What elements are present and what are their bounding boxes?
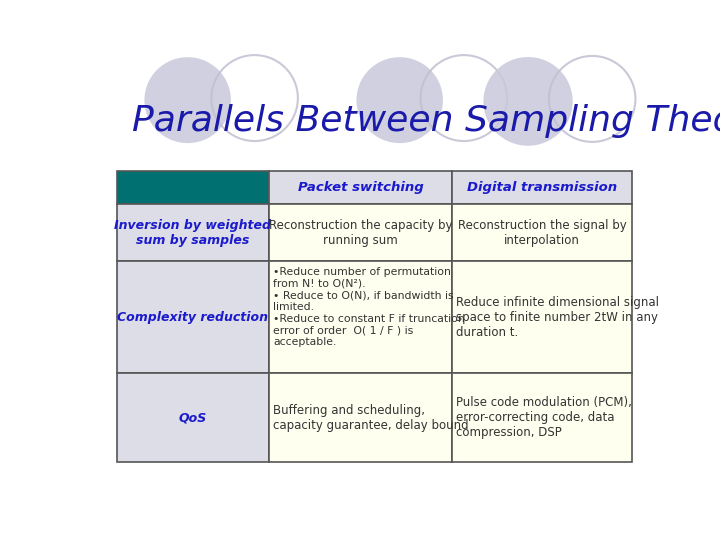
Text: Packet switching: Packet switching [297,181,423,194]
FancyBboxPatch shape [269,373,452,462]
FancyBboxPatch shape [452,204,632,261]
Text: Reconstruction the signal by
interpolation: Reconstruction the signal by interpolati… [458,219,626,247]
FancyBboxPatch shape [117,171,269,204]
Text: Reduce infinite dimensional signal
space to finite number 2tW in any
duration t.: Reduce infinite dimensional signal space… [456,295,660,339]
FancyBboxPatch shape [117,204,269,261]
Text: Parallels Between Sampling Theorems: Parallels Between Sampling Theorems [132,104,720,138]
FancyBboxPatch shape [452,373,632,462]
Ellipse shape [145,57,231,143]
Text: Inversion by weighted
sum by samples: Inversion by weighted sum by samples [114,219,271,247]
FancyBboxPatch shape [452,171,632,204]
Text: Buffering and scheduling,
capacity guarantee, delay bound: Buffering and scheduling, capacity guara… [274,403,469,431]
Text: Pulse code modulation (PCM),
error-correcting code, data
compression, DSP: Pulse code modulation (PCM), error-corre… [456,396,632,439]
FancyBboxPatch shape [117,261,269,373]
Ellipse shape [356,57,443,143]
FancyBboxPatch shape [269,171,452,204]
FancyBboxPatch shape [452,261,632,373]
Text: Reconstruction the capacity by
running sum: Reconstruction the capacity by running s… [269,219,452,247]
FancyBboxPatch shape [269,261,452,373]
Text: QoS: QoS [179,411,207,424]
Ellipse shape [483,57,572,146]
Text: Complexity reduction: Complexity reduction [117,310,269,323]
FancyBboxPatch shape [117,373,269,462]
Text: •Reduce number of permutation
from N! to O(N²).
• Reduce to O(N), if bandwidth i: •Reduce number of permutation from N! to… [274,267,465,347]
Text: Digital transmission: Digital transmission [467,181,617,194]
FancyBboxPatch shape [269,204,452,261]
